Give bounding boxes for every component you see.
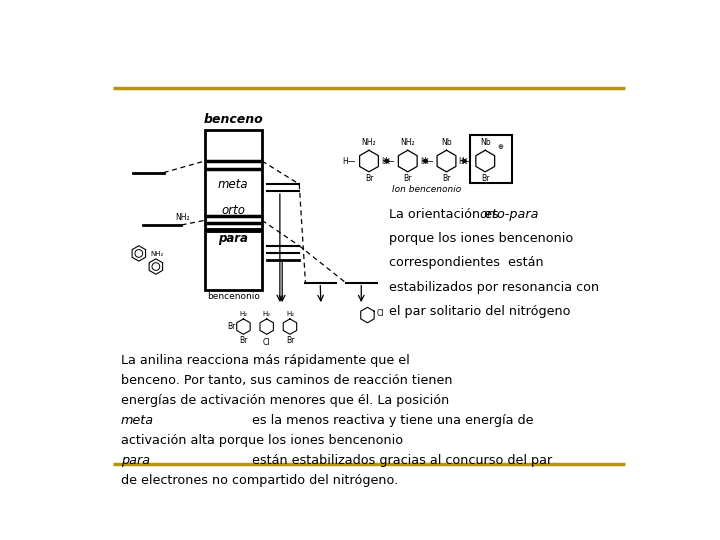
- Text: Ion bencenonio: Ion bencenonio: [392, 185, 462, 194]
- Text: Br: Br: [228, 322, 235, 331]
- Text: están estabilizados gracias al concurso del par: están estabilizados gracias al concurso …: [248, 454, 552, 467]
- Text: H₂: H₂: [239, 310, 248, 316]
- Text: Br: Br: [404, 174, 412, 183]
- Text: H—: H—: [343, 157, 356, 166]
- Text: para: para: [121, 454, 150, 467]
- Text: energías de activación menores que él. La posición: energías de activación menores que él. L…: [121, 394, 449, 407]
- Text: NH₂: NH₂: [361, 138, 377, 147]
- Bar: [469, 135, 513, 184]
- Text: el par solitario del nitrógeno: el par solitario del nitrógeno: [389, 305, 570, 318]
- Text: ⊕: ⊕: [497, 144, 503, 150]
- Text: bencenonio: bencenonio: [207, 292, 260, 301]
- Text: Br: Br: [286, 336, 294, 345]
- Text: Br: Br: [239, 336, 248, 345]
- Text: Cl: Cl: [263, 338, 271, 347]
- Text: de electrones no compartido del nitrógeno.: de electrones no compartido del nitrógen…: [121, 474, 398, 487]
- Text: Br: Br: [481, 174, 490, 183]
- Bar: [204, 130, 262, 289]
- Text: porque los iones bencenonio: porque los iones bencenonio: [389, 232, 573, 245]
- Text: correspondientes  están: correspondientes están: [389, 256, 543, 269]
- Text: H—: H—: [459, 157, 472, 166]
- Text: orto: orto: [221, 204, 246, 217]
- Text: Cl: Cl: [377, 309, 384, 318]
- Text: La orientación es: La orientación es: [389, 208, 503, 221]
- Text: H—: H—: [420, 157, 433, 166]
- Text: Nb: Nb: [480, 138, 490, 147]
- Text: H₂: H₂: [286, 310, 294, 316]
- Text: Br: Br: [442, 174, 451, 183]
- Text: benceno: benceno: [204, 113, 264, 126]
- Text: Br: Br: [365, 174, 373, 183]
- Text: NH₂: NH₂: [400, 138, 415, 147]
- Text: La anilina reacciona más rápidamente que el: La anilina reacciona más rápidamente que…: [121, 354, 410, 367]
- Text: activación alta porque los iones bencenonio: activación alta porque los iones benceno…: [121, 434, 407, 447]
- Text: estabilizados por resonancia con: estabilizados por resonancia con: [389, 281, 598, 294]
- Text: NH₂: NH₂: [175, 213, 190, 222]
- Text: H—: H—: [381, 157, 395, 166]
- Text: H₂: H₂: [263, 310, 271, 316]
- Text: NH₂: NH₂: [150, 251, 164, 256]
- Text: orto-para: orto-para: [479, 208, 539, 221]
- Text: meta: meta: [121, 414, 154, 427]
- Text: meta: meta: [218, 178, 248, 191]
- Text: benceno. Por tanto, sus caminos de reacción tienen: benceno. Por tanto, sus caminos de reacc…: [121, 374, 452, 387]
- Text: Nb: Nb: [441, 138, 452, 147]
- Text: para: para: [218, 232, 248, 245]
- Text: es la menos reactiva y tiene una energía de: es la menos reactiva y tiene una energía…: [248, 414, 534, 427]
